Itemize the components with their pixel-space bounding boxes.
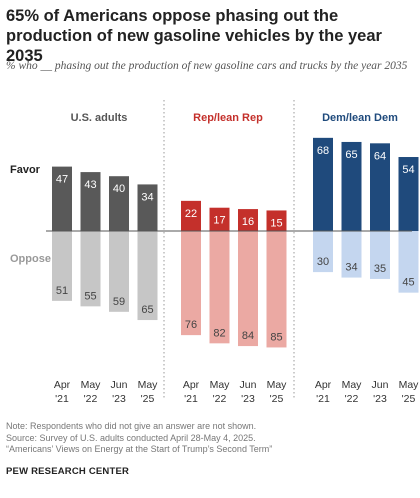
oppose-value-g3-1: 30 [317,256,329,268]
note-report-title: “Americans’ Views on Energy at the Start… [6,444,273,455]
tick-month-g1-4: May [138,379,159,391]
tick-year-g2-2: '22 [213,393,227,405]
favor-value-g2-4: 15 [270,217,282,229]
tick-year-g2-4: '25 [270,393,284,405]
group-label-1: U.S. adults [71,112,128,124]
tick-year-g1-2: '22 [84,393,98,405]
favor-bar-g1-4 [137,184,158,231]
chart-title: 65% of Americans oppose phasing out the … [6,7,382,65]
oppose-value-g1-2: 55 [84,290,96,302]
oppose-value-g2-1: 76 [185,319,197,331]
favor-bar-g1-2 [80,172,101,231]
tick-month-g1-2: May [81,379,102,391]
tick-month-g2-3: Jun [240,379,257,391]
oppose-value-g3-2: 34 [345,262,357,274]
oppose-bar-g2-4 [266,231,287,348]
brand-footer: PEW RESEARCH CENTER [6,466,130,477]
tick-month-g2-4: May [267,379,288,391]
favor-value-g3-4: 54 [402,164,414,176]
note-respondents: Note: Respondents who did not give an an… [6,421,257,431]
tick-month-g3-2: May [342,379,363,391]
favor-bar-g1-1 [52,166,72,231]
favor-bar-g2-2 [209,207,230,231]
oppose-bar-g1-4 [137,231,158,321]
favor-value-g3-1: 68 [317,145,329,157]
oppose-value-g3-4: 45 [402,277,414,289]
tick-month-g1-3: Jun [111,379,128,391]
tick-year-g1-1: '21 [55,393,69,405]
oppose-value-g1-3: 59 [113,296,125,308]
tick-month-g3-1: Apr [315,379,332,391]
favor-value-g1-1: 47 [56,174,68,186]
tick-year-g3-1: '21 [316,393,330,405]
favor-bar-g2-4 [266,210,287,231]
oppose-value-g1-4: 65 [141,304,153,316]
favor-value-g1-4: 34 [141,191,153,203]
oppose-value-g2-3: 84 [242,330,254,342]
tick-year-g1-4: '25 [141,393,155,405]
bar-chart: Favor Oppose U.S. adults 47 43 40 34 51 55 59 65 Ap… [10,100,420,405]
oppose-value-g2-2: 82 [213,327,225,339]
chart-notes: Note: Respondents who did not give an an… [6,421,416,456]
oppose-bar-g3-1 [313,231,333,273]
favor-bar-g1-3 [109,176,129,231]
oppose-bar-g3-3 [370,231,390,279]
tick-year-g1-3: '23 [112,393,126,405]
tick-month-g3-4: May [399,379,420,391]
tick-year-g2-1: '21 [184,393,198,405]
oppose-bar-g2-3 [238,231,258,347]
tick-month-g1-1: Apr [54,379,71,391]
tick-year-g3-2: '22 [345,393,359,405]
oppose-value-g1-1: 51 [56,285,68,297]
oppose-value-g3-3: 35 [374,263,386,275]
tick-year-g2-3: '23 [241,393,255,405]
tick-month-g2-2: May [210,379,231,391]
favor-value-g2-3: 16 [242,216,254,228]
tick-month-g3-3: Jun [372,379,389,391]
note-source: Source: Survey of U.S. adults conducted … [6,432,256,443]
oppose-bar-g2-2 [209,231,230,344]
favor-value-g3-3: 64 [374,150,386,162]
oppose-bar-g1-3 [109,231,129,312]
favor-bar-g3-4 [398,157,419,231]
favor-value-g2-2: 17 [213,215,225,227]
row-label-favor: Favor [10,164,41,176]
favor-value-g1-2: 43 [84,179,96,191]
favor-bar-g2-3 [238,209,258,231]
favor-value-g2-1: 22 [185,208,197,220]
chart-subtitle: % who __ phasing out the production of n… [6,60,408,72]
tick-year-g3-4: '25 [402,393,416,405]
oppose-bar-g1-1 [52,231,72,301]
favor-value-g3-2: 65 [345,149,357,161]
group-label-2: Rep/lean Rep [193,112,263,124]
favor-bar-g3-3 [370,143,390,231]
oppose-value-g2-4: 85 [270,331,282,343]
favor-bar-g3-1 [313,137,333,231]
favor-bar-g2-1 [181,200,201,231]
tick-year-g3-3: '23 [373,393,387,405]
oppose-bar-g3-4 [398,231,419,293]
favor-bar-g3-2 [341,141,362,231]
oppose-bar-g1-2 [80,231,101,307]
oppose-bar-g2-1 [181,231,201,336]
tick-month-g2-1: Apr [183,379,200,391]
favor-value-g1-3: 40 [113,183,125,195]
row-label-oppose: Oppose [10,253,51,265]
oppose-bar-g3-2 [341,231,362,278]
group-label-3: Dem/lean Dem [322,112,398,124]
